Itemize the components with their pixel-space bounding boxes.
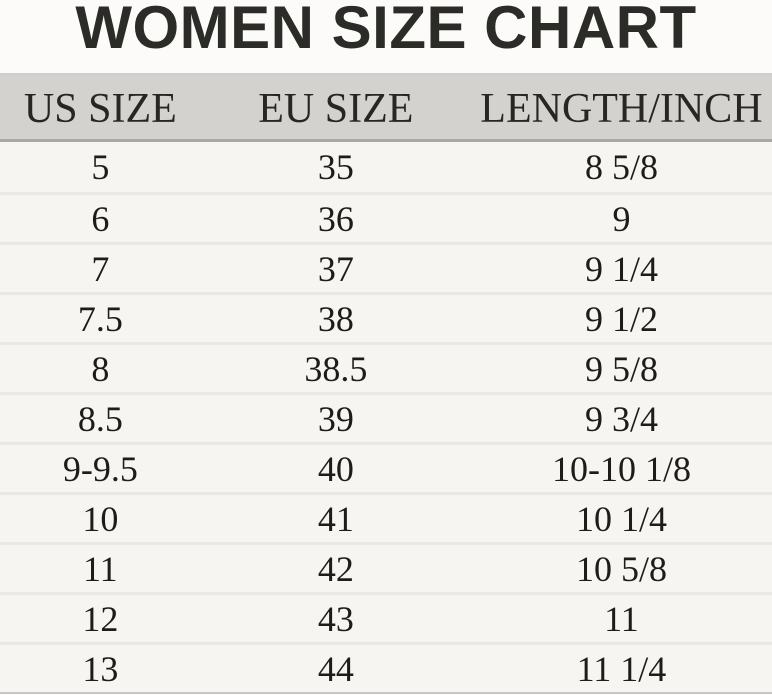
table-row: 11 42 10 5/8 xyxy=(0,542,772,594)
cell-us-size: 6 xyxy=(0,192,201,244)
cell-us-size: 5 xyxy=(91,147,110,187)
column-header-length-inch: LENGTH/INCH xyxy=(480,86,763,132)
table-row: 8 38.5 9 5/8 xyxy=(0,342,772,394)
cell-eu-size: 35 xyxy=(317,147,354,187)
cell-us-size: 10 xyxy=(0,492,201,544)
size-chart-table: US SIZE EU SIZE LENGTH/INCH 5 35 8 5/8 6… xyxy=(0,73,772,694)
cell-eu-size: 42 xyxy=(200,542,471,594)
cell-eu-size: 39 xyxy=(200,392,471,444)
table-row: 8.5 39 9 3/4 xyxy=(0,392,772,444)
cell-us-size: 8 xyxy=(0,342,201,394)
cell-us-size: 11 xyxy=(0,542,201,594)
cell-eu-size: 38.5 xyxy=(200,342,471,394)
cell-length: 9 3/4 xyxy=(470,392,772,444)
table-row: 6 36 9 xyxy=(0,192,772,244)
cell-us-size: 13 xyxy=(0,642,201,693)
cell-eu-size: 40 xyxy=(200,442,471,494)
cell-length: 11 1/4 xyxy=(470,642,772,693)
cell-eu-size: 44 xyxy=(200,642,471,693)
cell-us-size: 12 xyxy=(0,592,201,644)
cell-length: 10 1/4 xyxy=(470,492,772,544)
table-row: 12 43 11 xyxy=(0,592,772,644)
cell-eu-size: 41 xyxy=(200,492,471,544)
cell-eu-size: 36 xyxy=(200,192,471,244)
cell-length: 9 xyxy=(470,192,772,244)
cell-us-size: 9-9.5 xyxy=(0,442,201,494)
header-row: US SIZE EU SIZE LENGTH/INCH xyxy=(0,74,772,141)
cell-eu-size: 43 xyxy=(200,592,471,644)
cell-eu-size: 38 xyxy=(200,292,471,344)
cell-length: 8 5/8 xyxy=(584,147,658,187)
table-row: 13 44 11 1/4 xyxy=(0,642,772,693)
table-row: 9-9.5 40 10-10 1/8 xyxy=(0,442,772,494)
column-header-us-size: US SIZE xyxy=(23,86,177,132)
cell-eu-size: 37 xyxy=(200,242,471,294)
cell-length: 9 1/4 xyxy=(470,242,772,294)
cell-us-size: 7.5 xyxy=(0,292,201,344)
table-body: 5 35 8 5/8 6 36 9 7 37 9 1/4 7.5 38 9 1/… xyxy=(0,140,772,693)
table-row: 5 35 8 5/8 xyxy=(0,141,772,194)
page-title: WOMEN SIZE CHART xyxy=(75,0,697,61)
cell-us-size: 7 xyxy=(0,242,201,294)
cell-length: 10-10 1/8 xyxy=(470,442,772,494)
table-row: 7.5 38 9 1/2 xyxy=(0,292,772,344)
cell-length: 11 xyxy=(470,592,772,644)
column-header-eu-size: EU SIZE xyxy=(258,86,414,132)
cell-length: 9 5/8 xyxy=(470,342,772,394)
cell-length: 9 1/2 xyxy=(470,292,772,344)
cell-length: 10 5/8 xyxy=(470,542,772,594)
table-row: 7 37 9 1/4 xyxy=(0,242,772,294)
table-header: US SIZE EU SIZE LENGTH/INCH xyxy=(0,74,772,141)
cell-us-size: 8.5 xyxy=(0,392,201,444)
table-row: 10 41 10 1/4 xyxy=(0,492,772,544)
